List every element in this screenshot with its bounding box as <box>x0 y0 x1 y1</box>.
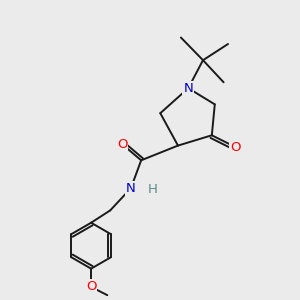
Text: N: N <box>183 82 193 95</box>
Text: O: O <box>230 141 241 154</box>
Text: O: O <box>117 138 127 151</box>
Text: N: N <box>126 182 136 195</box>
Text: H: H <box>148 183 158 196</box>
Text: O: O <box>86 280 96 293</box>
